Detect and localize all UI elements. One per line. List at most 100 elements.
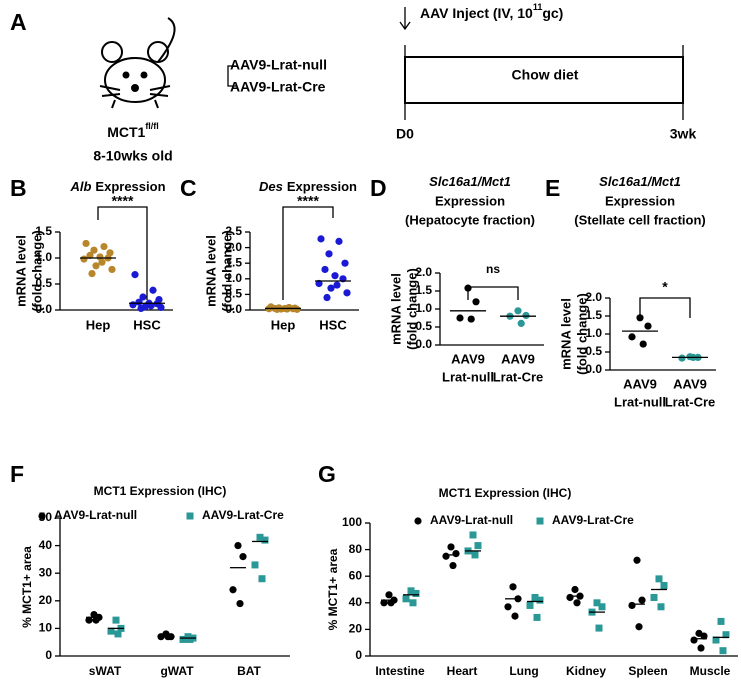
y-axis-label: (fold change) [404,268,419,350]
legend-label: AAV9-Lrat-null [430,513,513,527]
data-point [628,333,636,341]
x-tick-label: Kidney [566,664,606,678]
y-axis-label: mRNA level [203,235,218,307]
data-point [343,289,351,297]
data-point [273,305,281,313]
data-point [179,635,187,643]
data-point [107,627,115,635]
x-tick-label: BAT [237,664,261,678]
data-point [536,596,544,604]
legend-label: AAV9-Lrat-Cre [202,508,284,522]
y-tick-label: 1.0 [585,326,602,340]
data-point [327,284,335,292]
legend-marker [414,517,422,525]
legend-label: AAV9-Lrat-Cre [552,513,634,527]
data-point [514,307,522,315]
chart-subtitle: (Stellate cell fraction) [574,212,705,227]
y-tick-label: 0.5 [225,287,242,301]
data-point [633,556,641,564]
mouse-age: 8-10wks old [93,148,172,164]
data-point [511,612,519,620]
data-point [387,599,395,607]
data-point [593,599,601,607]
legend-marker [186,512,194,520]
y-tick-label: 1.0 [35,250,52,264]
inject-end: gc) [542,5,563,21]
chart-title: Des Expression [259,179,357,194]
data-point [644,322,652,330]
panel-letter: E [545,175,560,201]
data-point [678,354,686,362]
x-tick-label: Lrat-Cre [665,394,716,409]
y-axis-label: % MCT1+ area [20,546,34,628]
y-axis-label: (fold change) [219,230,234,312]
data-point [333,281,341,289]
data-point [690,636,698,644]
data-point [638,596,646,604]
y-tick-label: 40 [349,595,363,609]
data-point [650,593,658,601]
data-point [229,586,237,594]
title-text: Expression [95,179,165,194]
chart-subtitle: (Hepatocyte fraction) [405,212,535,227]
y-tick-label: 0.0 [585,362,602,376]
x-tick-label: Hep [86,317,111,332]
data-point [325,250,333,258]
data-point [135,298,143,306]
data-point [595,624,603,632]
y-tick-label: 40 [39,538,53,552]
x-tick-label: HSC [133,317,161,332]
y-tick-label: 1.5 [225,255,242,269]
data-point [293,305,301,313]
x-tick-label: AAV9 [623,376,657,391]
significance-bracket [639,297,691,318]
timeline-ends [404,45,684,120]
data-point [447,543,455,551]
data-point [722,631,730,639]
data-point [717,617,725,625]
panel-c: C 0.00.5 1.0 1.52.0 2.5 Des Expression mRNA lev… [180,175,359,332]
significance-bracket [97,206,148,300]
data-point [157,303,165,311]
x-tick-label: Lung [509,664,538,678]
inject-sup: 11 [533,2,543,12]
data-point [92,262,100,270]
significance-bracket [467,286,519,300]
data-point [256,533,264,541]
x-tick-label: Lrat-null [614,394,666,409]
panel-letter: B [10,175,27,201]
y-tick-label: 1.5 [415,283,432,297]
legend-marker [536,517,544,525]
data-point [655,575,663,583]
data-point [628,601,636,610]
data-point [598,603,606,611]
y-tick-label: 0 [45,648,52,662]
data-point [380,599,388,607]
data-point [315,279,323,288]
x-tick-label: Intestine [375,664,425,678]
data-point [412,589,420,597]
legend-marker [38,512,46,520]
data-point [697,644,705,652]
panel-f: F01020304050MCT1 Expression (IHC)% MCT1+… [10,461,290,678]
data-point [149,286,157,294]
y-tick-label: 0.0 [225,302,242,316]
data-point [88,270,96,278]
data-point [402,595,410,603]
mouse-label-sup: fl/fl [145,121,159,131]
y-tick-label: 100 [342,515,362,529]
diet-label: Chow diet [512,67,579,83]
data-point [442,552,450,560]
significance-label: **** [112,193,134,209]
data-point [112,616,120,624]
title-gene: Des [259,179,283,194]
y-tick-label: 1.5 [585,308,602,322]
data-point [472,298,480,306]
y-tick-label: 60 [349,568,363,582]
chart-title: Expression [435,193,505,208]
title-gene: Slc16a1/Mct1 [429,174,511,189]
panel-letter: F [10,461,24,487]
y-tick-label: 10 [39,621,53,635]
data-point [90,246,98,254]
title-gene: Alb [69,179,91,194]
